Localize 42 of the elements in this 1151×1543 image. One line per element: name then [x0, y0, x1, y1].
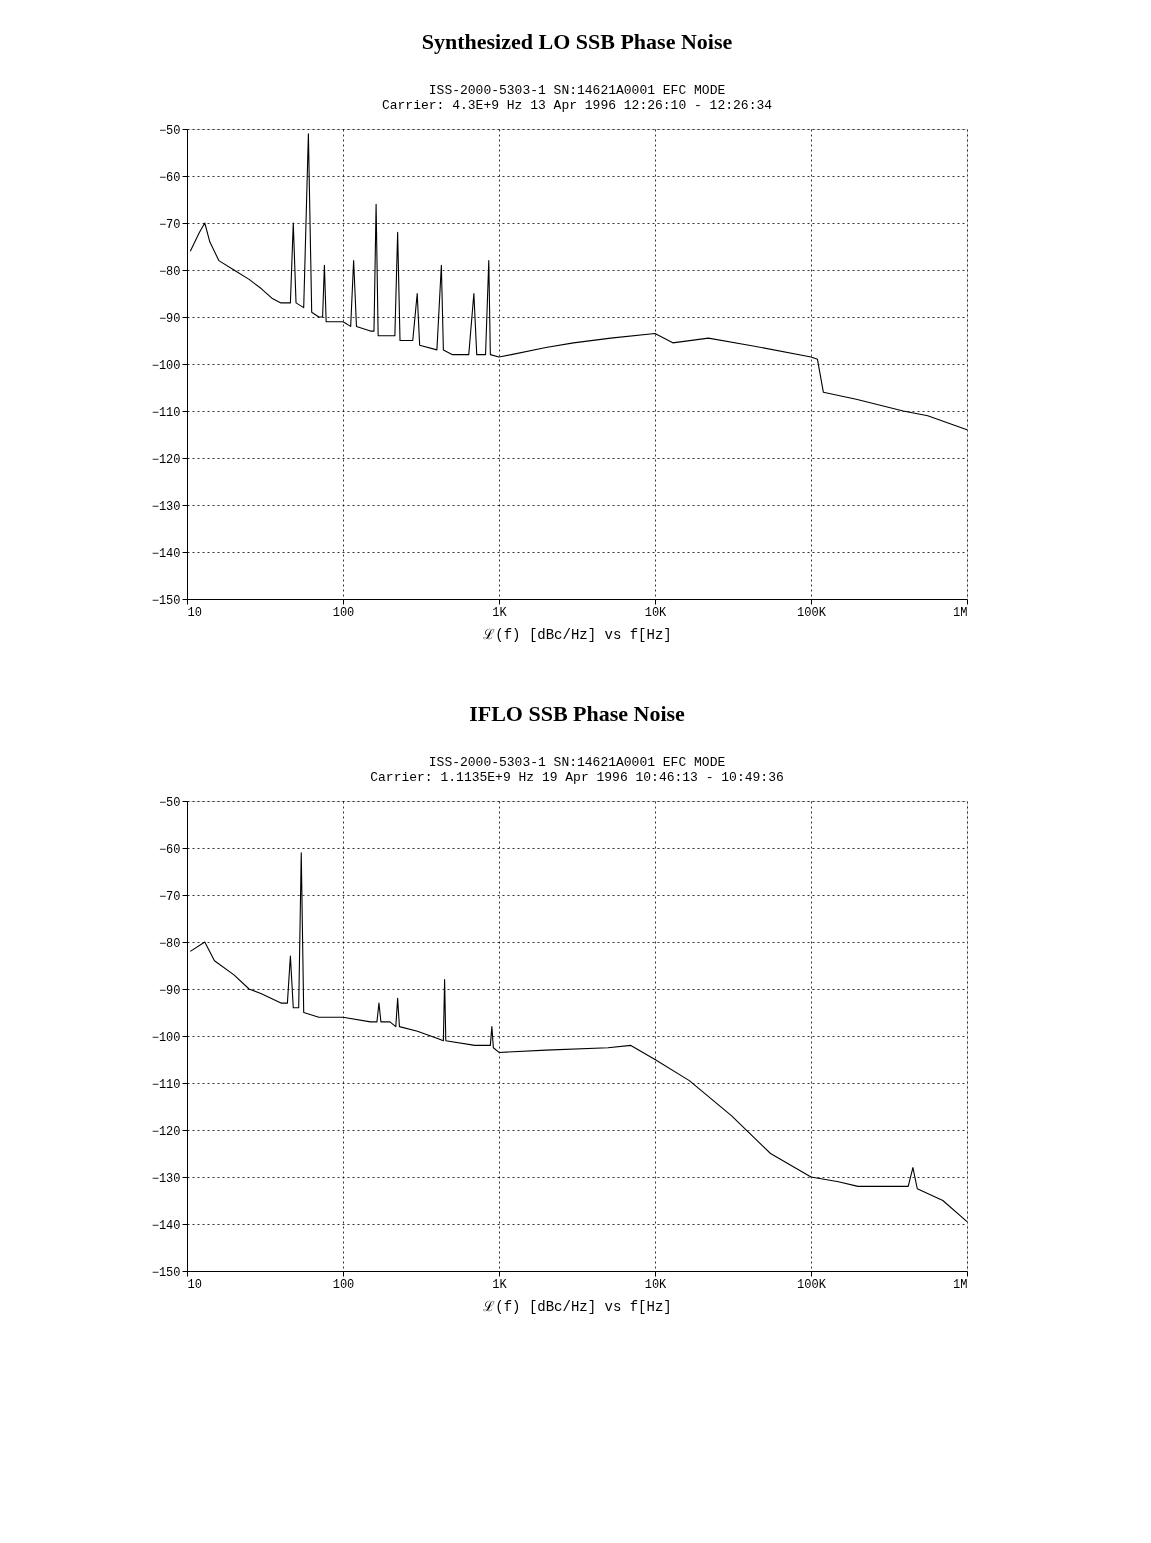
- x-tick-label: 1M: [953, 605, 968, 620]
- y-tick-label: −140: [151, 546, 181, 561]
- x-tick-label: 100: [332, 1277, 355, 1292]
- y-tick-label: −50: [158, 795, 181, 810]
- y-tick-label: −110: [151, 1077, 181, 1092]
- y-tick-label: −100: [151, 358, 181, 373]
- y-tick-label: −90: [158, 311, 181, 326]
- y-tick-label: −100: [151, 1030, 181, 1045]
- x-tick-label: 100K: [797, 1277, 827, 1292]
- chart-subtitle: ISS-2000-5303-1 SN:14621A0001 EFC MODE: [428, 83, 726, 98]
- y-tick-label: −80: [158, 936, 181, 951]
- x-tick-label: 10: [187, 1277, 202, 1292]
- x-tick-label: 1K: [492, 1277, 508, 1292]
- y-tick-label: −50: [158, 123, 181, 138]
- y-tick-label: −110: [151, 405, 181, 420]
- x-tick-label: 100: [332, 605, 355, 620]
- x-tick-label: 10: [187, 605, 202, 620]
- y-tick-label: −80: [158, 264, 181, 279]
- y-tick-label: −120: [151, 452, 181, 467]
- text: Carrier: 4.3E+9 Hz 13 Apr 1996 12:26:10 - 12:26:34: [381, 98, 773, 113]
- x-tick-label: 1K: [492, 605, 508, 620]
- y-tick-label: −120: [151, 1124, 181, 1139]
- y-tick-label: −130: [151, 1171, 181, 1186]
- y-tick-label: −150: [151, 1265, 181, 1280]
- y-tick-label: −150: [151, 593, 181, 608]
- y-tick-label: −130: [151, 499, 181, 514]
- x-tick-label: 10K: [644, 1277, 668, 1292]
- y-tick-label: −140: [151, 1218, 181, 1233]
- x-tick-label: 1M: [953, 1277, 968, 1292]
- y-tick-label: −70: [158, 217, 181, 232]
- y-tick-label: −90: [158, 983, 181, 998]
- y-tick-label: −60: [158, 842, 181, 857]
- x-tick-label: 10K: [644, 605, 668, 620]
- chart-title: IFLO SSB Phase Noise: [469, 701, 686, 726]
- y-tick-label: −70: [158, 889, 181, 904]
- chart-subtitle: ISS-2000-5303-1 SN:14621A0001 EFC MODE: [428, 755, 726, 770]
- text: Carrier: 1.1135E+9 Hz 19 Apr 1996 10:46:13 - 10:49:36: [370, 770, 784, 785]
- x-axis-title: ℒ(f) [dBc/Hz] vs f[Hz]: [483, 626, 672, 643]
- y-tick-label: −60: [158, 170, 181, 185]
- chart-title: Synthesized LO SSB Phase Noise: [421, 29, 733, 54]
- x-axis-title: ℒ(f) [dBc/Hz] vs f[Hz]: [483, 1298, 672, 1315]
- x-tick-label: 100K: [797, 605, 827, 620]
